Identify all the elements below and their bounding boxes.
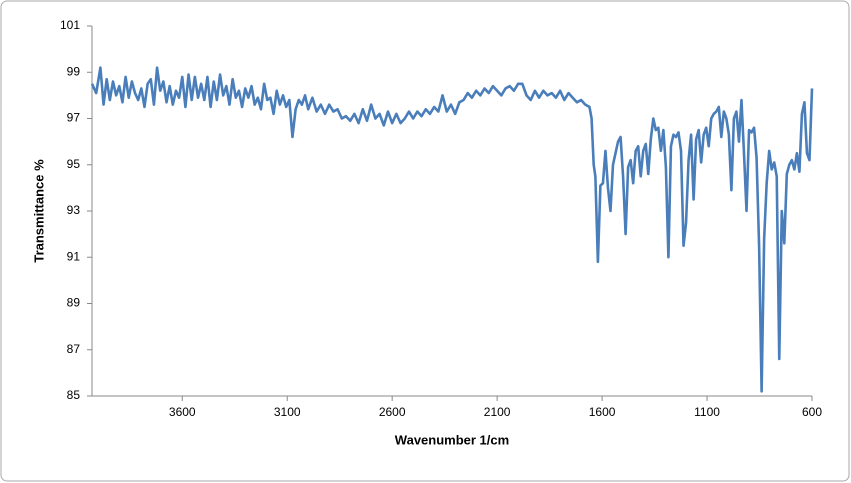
x-tick-label: 3600 xyxy=(169,405,196,419)
y-axis-title: Transmittance % xyxy=(31,159,46,263)
x-tick-label: 2600 xyxy=(379,405,406,419)
x-tick-label: 2100 xyxy=(484,405,511,419)
y-tick-label: 99 xyxy=(67,64,81,78)
y-tick-label: 101 xyxy=(60,18,80,32)
y-tick-label: 97 xyxy=(67,111,81,125)
x-tick-label: 3100 xyxy=(274,405,301,419)
y-tick-label: 89 xyxy=(67,296,81,310)
y-tick-label: 95 xyxy=(67,157,81,171)
y-tick-label: 87 xyxy=(67,342,81,356)
y-tick-label: 93 xyxy=(67,203,81,217)
x-tick-label: 1600 xyxy=(589,405,616,419)
x-axis-title: Wavenumber 1/cm xyxy=(395,432,509,447)
x-tick-label: 600 xyxy=(802,405,822,419)
y-tick-label: 91 xyxy=(67,249,81,263)
spectrum-line xyxy=(90,66,814,393)
x-tick-label: 1100 xyxy=(694,405,720,419)
y-tick-label: 85 xyxy=(67,388,81,402)
